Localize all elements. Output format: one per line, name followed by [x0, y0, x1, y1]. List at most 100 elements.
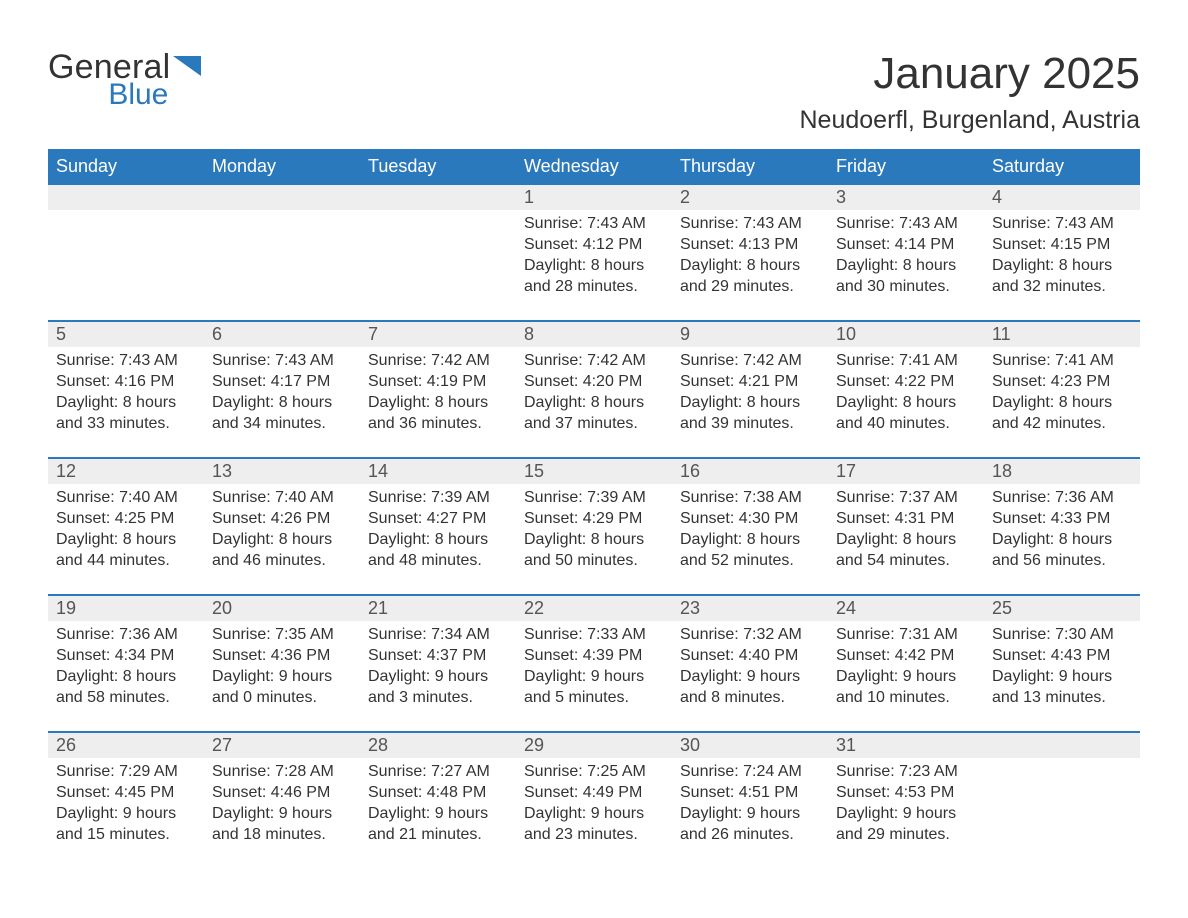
- sunset-line: Sunset: 4:37 PM: [368, 646, 508, 667]
- day-cell: Sunrise: 7:42 AMSunset: 4:21 PMDaylight:…: [672, 347, 828, 443]
- day-cell: Sunrise: 7:30 AMSunset: 4:43 PMDaylight:…: [984, 621, 1140, 717]
- logo-text: General Blue: [48, 50, 170, 110]
- day-cell: Sunrise: 7:43 AMSunset: 4:14 PMDaylight:…: [828, 210, 984, 306]
- day-number-cell: 20: [204, 596, 360, 621]
- daylight-line-1: Daylight: 8 hours: [836, 530, 976, 551]
- sunrise-line: Sunrise: 7:41 AM: [992, 351, 1132, 372]
- location: Neudoerfl, Burgenland, Austria: [800, 106, 1141, 135]
- daylight-line-2: and 48 minutes.: [368, 551, 508, 572]
- day-number-cell: 1: [516, 185, 672, 210]
- day-cell: Sunrise: 7:41 AMSunset: 4:23 PMDaylight:…: [984, 347, 1140, 443]
- day-number-cell: 16: [672, 459, 828, 484]
- daylight-line-2: and 50 minutes.: [524, 551, 664, 572]
- day-number-cell: 8: [516, 322, 672, 347]
- day-body-row: Sunrise: 7:43 AMSunset: 4:16 PMDaylight:…: [48, 347, 1140, 457]
- logo-arrow-icon: [173, 56, 207, 86]
- daylight-line-2: and 44 minutes.: [56, 551, 196, 572]
- sunset-line: Sunset: 4:49 PM: [524, 783, 664, 804]
- daylight-line-1: Daylight: 9 hours: [368, 667, 508, 688]
- daylight-line-2: and 42 minutes.: [992, 414, 1132, 435]
- daylight-line-2: and 28 minutes.: [524, 277, 664, 298]
- day-cell: Sunrise: 7:29 AMSunset: 4:45 PMDaylight:…: [48, 758, 204, 854]
- daylight-line-1: Daylight: 9 hours: [212, 804, 352, 825]
- daylight-line-2: and 46 minutes.: [212, 551, 352, 572]
- day-cell: Sunrise: 7:43 AMSunset: 4:17 PMDaylight:…: [204, 347, 360, 443]
- daylight-line-1: Daylight: 9 hours: [524, 667, 664, 688]
- day-number-cell: 18: [984, 459, 1140, 484]
- sunrise-line: Sunrise: 7:43 AM: [524, 214, 664, 235]
- sunset-line: Sunset: 4:51 PM: [680, 783, 820, 804]
- daylight-line-2: and 30 minutes.: [836, 277, 976, 298]
- sunrise-line: Sunrise: 7:40 AM: [212, 488, 352, 509]
- sunrise-line: Sunrise: 7:33 AM: [524, 625, 664, 646]
- day-number-row: 12131415161718: [48, 459, 1140, 484]
- daylight-line-1: Daylight: 8 hours: [56, 530, 196, 551]
- day-number-cell: 2: [672, 185, 828, 210]
- daylight-line-2: and 18 minutes.: [212, 825, 352, 846]
- week-row: 567891011Sunrise: 7:43 AMSunset: 4:16 PM…: [48, 320, 1140, 457]
- sunrise-line: Sunrise: 7:39 AM: [368, 488, 508, 509]
- daylight-line-2: and 8 minutes.: [680, 688, 820, 709]
- daylight-line-1: Daylight: 8 hours: [56, 667, 196, 688]
- day-cell: Sunrise: 7:40 AMSunset: 4:25 PMDaylight:…: [48, 484, 204, 580]
- sunrise-line: Sunrise: 7:25 AM: [524, 762, 664, 783]
- day-number-cell: 5: [48, 322, 204, 347]
- logo-word-blue: Blue: [108, 80, 168, 110]
- sunrise-line: Sunrise: 7:36 AM: [992, 488, 1132, 509]
- day-cell: Sunrise: 7:43 AMSunset: 4:16 PMDaylight:…: [48, 347, 204, 443]
- day-number-cell: 13: [204, 459, 360, 484]
- sunset-line: Sunset: 4:15 PM: [992, 235, 1132, 256]
- day-name-thu: Thursday: [672, 150, 828, 183]
- day-number-cell: 11: [984, 322, 1140, 347]
- daylight-line-1: Daylight: 8 hours: [524, 393, 664, 414]
- daylight-line-2: and 32 minutes.: [992, 277, 1132, 298]
- sunrise-line: Sunrise: 7:27 AM: [368, 762, 508, 783]
- daylight-line-1: Daylight: 9 hours: [680, 667, 820, 688]
- sunrise-line: Sunrise: 7:40 AM: [56, 488, 196, 509]
- sunrise-line: Sunrise: 7:43 AM: [56, 351, 196, 372]
- week-header: Sunday Monday Tuesday Wednesday Thursday…: [48, 150, 1140, 183]
- sunset-line: Sunset: 4:20 PM: [524, 372, 664, 393]
- sunrise-line: Sunrise: 7:42 AM: [680, 351, 820, 372]
- day-number-cell: 25: [984, 596, 1140, 621]
- day-number-cell: 27: [204, 733, 360, 758]
- day-cell: Sunrise: 7:27 AMSunset: 4:48 PMDaylight:…: [360, 758, 516, 854]
- day-cell: Sunrise: 7:35 AMSunset: 4:36 PMDaylight:…: [204, 621, 360, 717]
- day-cell: Sunrise: 7:42 AMSunset: 4:20 PMDaylight:…: [516, 347, 672, 443]
- sunrise-line: Sunrise: 7:43 AM: [992, 214, 1132, 235]
- day-body-row: Sunrise: 7:43 AMSunset: 4:12 PMDaylight:…: [48, 210, 1140, 320]
- day-number-cell: 29: [516, 733, 672, 758]
- sunset-line: Sunset: 4:30 PM: [680, 509, 820, 530]
- header: General Blue January 2025 Neudoerfl, Bur…: [48, 50, 1140, 145]
- daylight-line-1: Daylight: 8 hours: [680, 530, 820, 551]
- day-number-cell: 30: [672, 733, 828, 758]
- daylight-line-2: and 52 minutes.: [680, 551, 820, 572]
- day-cell: Sunrise: 7:41 AMSunset: 4:22 PMDaylight:…: [828, 347, 984, 443]
- daylight-line-2: and 10 minutes.: [836, 688, 976, 709]
- sunrise-line: Sunrise: 7:30 AM: [992, 625, 1132, 646]
- daylight-line-2: and 3 minutes.: [368, 688, 508, 709]
- sunrise-line: Sunrise: 7:42 AM: [524, 351, 664, 372]
- daylight-line-1: Daylight: 9 hours: [992, 667, 1132, 688]
- day-number-cell: 31: [828, 733, 984, 758]
- sunrise-line: Sunrise: 7:32 AM: [680, 625, 820, 646]
- day-number-cell: 12: [48, 459, 204, 484]
- daylight-line-1: Daylight: 8 hours: [56, 393, 196, 414]
- sunset-line: Sunset: 4:43 PM: [992, 646, 1132, 667]
- sunset-line: Sunset: 4:13 PM: [680, 235, 820, 256]
- daylight-line-2: and 37 minutes.: [524, 414, 664, 435]
- sunrise-line: Sunrise: 7:43 AM: [680, 214, 820, 235]
- sunrise-line: Sunrise: 7:43 AM: [212, 351, 352, 372]
- daylight-line-1: Daylight: 9 hours: [524, 804, 664, 825]
- sunset-line: Sunset: 4:25 PM: [56, 509, 196, 530]
- sunset-line: Sunset: 4:45 PM: [56, 783, 196, 804]
- sunset-line: Sunset: 4:42 PM: [836, 646, 976, 667]
- daylight-line-1: Daylight: 8 hours: [680, 393, 820, 414]
- day-number-cell: 17: [828, 459, 984, 484]
- month-title: January 2025: [800, 50, 1141, 98]
- daylight-line-1: Daylight: 8 hours: [212, 393, 352, 414]
- sunset-line: Sunset: 4:40 PM: [680, 646, 820, 667]
- daylight-line-1: Daylight: 9 hours: [680, 804, 820, 825]
- daylight-line-1: Daylight: 8 hours: [368, 530, 508, 551]
- day-number-cell: 6: [204, 322, 360, 347]
